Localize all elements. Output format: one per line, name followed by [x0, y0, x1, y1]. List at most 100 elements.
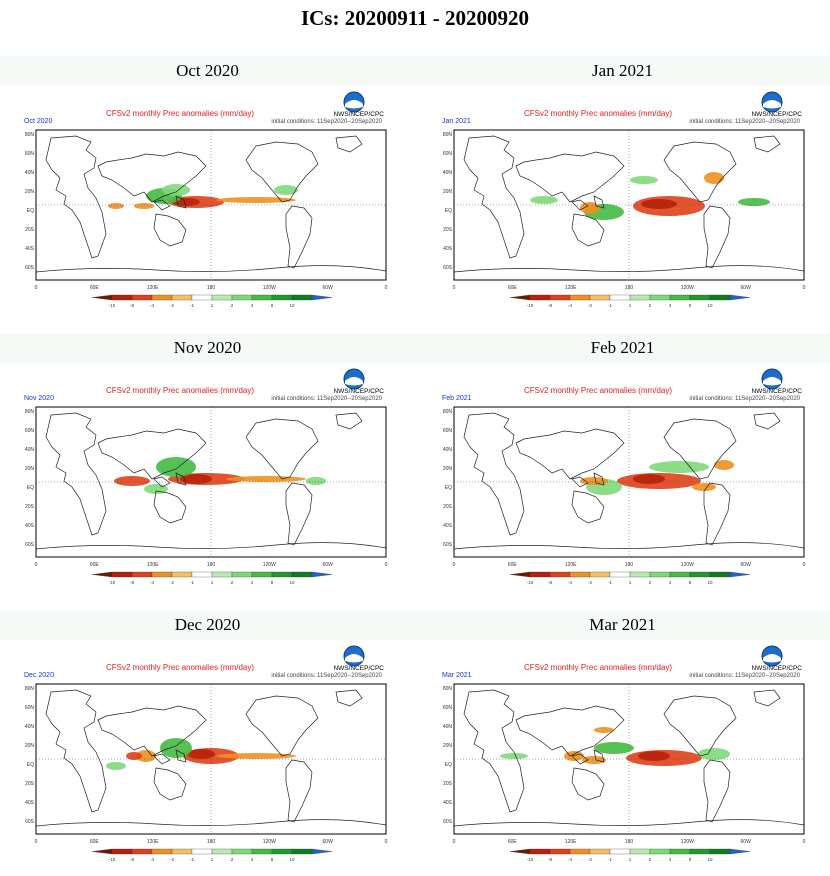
- map-month-label: Mar 2021: [442, 672, 472, 679]
- color-scale-swatch: [131, 571, 153, 578]
- color-scale-swatch: [291, 294, 313, 301]
- scale-label: 2: [231, 303, 234, 308]
- lat-label: EQ: [27, 208, 34, 214]
- scale-label: 2: [231, 857, 234, 862]
- color-scale-swatch: [609, 294, 631, 301]
- scale-label: -2: [588, 857, 592, 862]
- lat-label: EQ: [27, 485, 34, 491]
- lat-label: 20S: [443, 504, 453, 510]
- color-scale-swatch: [669, 848, 691, 855]
- map-month-label: Feb 2021: [442, 395, 472, 402]
- scale-label: 10: [707, 303, 713, 308]
- scale-label: -1: [608, 857, 612, 862]
- color-scale-swatch: [709, 848, 731, 855]
- color-scale-swatch: [251, 571, 273, 578]
- lat-label: 20N: [443, 189, 453, 195]
- lat-label: 20S: [25, 504, 35, 510]
- scale-label: 10: [289, 303, 295, 308]
- lon-label: 120W: [681, 562, 694, 568]
- lat-label: 60N: [25, 151, 35, 157]
- color-scale-swatch: [729, 294, 751, 301]
- panel-header-3: Feb 2021: [415, 333, 830, 363]
- product-title: CFSv2 monthly Prec anomalies (mm/day): [106, 109, 254, 118]
- lat-label: 80N: [443, 132, 453, 138]
- lon-label: 180: [207, 285, 216, 291]
- product-title: CFSv2 monthly Prec anomalies (mm/day): [524, 109, 672, 118]
- color-scale-swatch: [111, 571, 133, 578]
- agency-label: NWS/NCEP/CPC: [751, 111, 802, 118]
- map-area: [453, 129, 805, 281]
- agency-label: NWS/NCEP/CPC: [333, 388, 384, 395]
- scale-label: -8: [130, 580, 134, 585]
- lat-label: 40N: [443, 724, 453, 730]
- scale-label: 8: [271, 857, 274, 862]
- color-scale: [91, 571, 333, 578]
- lat-label: 60N: [25, 705, 35, 711]
- scale-label: -1: [190, 580, 194, 585]
- color-scale-swatch: [589, 571, 611, 578]
- color-scale-swatch: [131, 294, 153, 301]
- scale-label: 4: [669, 580, 672, 585]
- color-scale: [509, 848, 751, 855]
- color-scale-swatch: [151, 848, 173, 855]
- color-scale-swatch: [729, 848, 751, 855]
- lon-label: 60W: [323, 562, 334, 568]
- lat-label: 40S: [25, 523, 35, 529]
- panel-header-2: Nov 2020: [0, 333, 415, 363]
- scale-label: 8: [689, 580, 692, 585]
- lon-label: 120W: [263, 562, 276, 568]
- lat-label: 40N: [443, 170, 453, 176]
- lat-label: 60S: [443, 819, 453, 825]
- lon-label: 60E: [90, 285, 100, 291]
- lat-label: 20N: [25, 466, 35, 472]
- color-scale-swatch: [291, 571, 313, 578]
- color-scale-swatch: [271, 848, 293, 855]
- color-scale-swatch: [271, 571, 293, 578]
- lon-label: 0: [453, 562, 456, 568]
- color-scale-swatch: [151, 571, 173, 578]
- color-scale-swatch: [251, 294, 273, 301]
- scale-label: 4: [251, 857, 254, 862]
- lat-label: 40N: [25, 170, 35, 176]
- map-month-label: Oct 2020: [24, 118, 53, 125]
- color-scale-swatch: [509, 294, 531, 301]
- panel-header-4: Dec 2020: [0, 610, 415, 640]
- scale-label: 2: [649, 303, 652, 308]
- scale-label: -8: [548, 303, 552, 308]
- lon-label: 0: [35, 562, 38, 568]
- lon-label: 120E: [147, 562, 159, 568]
- lat-label: 40N: [443, 447, 453, 453]
- scale-label: 4: [251, 580, 254, 585]
- lat-label: 80N: [443, 686, 453, 692]
- panel-header-1: Jan 2021: [415, 56, 830, 86]
- scale-label: -8: [130, 303, 134, 308]
- scale-label: -1: [190, 857, 194, 862]
- color-scale-swatch: [529, 848, 551, 855]
- lat-label: 80N: [25, 686, 35, 692]
- color-scale-swatch: [609, 571, 631, 578]
- color-scale-swatch: [151, 294, 173, 301]
- scale-label: 10: [289, 580, 295, 585]
- color-scale-swatch: [569, 571, 591, 578]
- lon-label: 60W: [741, 285, 752, 291]
- color-scale-swatch: [669, 571, 691, 578]
- forecast-map-3: Feb 2021 CFSv2 monthly Prec anomalies (mm…: [440, 367, 830, 595]
- color-scale-swatch: [629, 848, 651, 855]
- color-scale-swatch: [231, 848, 253, 855]
- scale-label: -2: [170, 857, 174, 862]
- scale-label: 2: [649, 580, 652, 585]
- color-scale-swatch: [569, 294, 591, 301]
- color-scale: [91, 848, 333, 855]
- color-scale-swatch: [589, 848, 611, 855]
- color-scale-swatch: [91, 294, 113, 301]
- scale-label: -8: [130, 857, 134, 862]
- scale-label: -4: [150, 857, 154, 862]
- color-scale-swatch: [649, 571, 671, 578]
- init-conditions: initial conditions: 11Sep2020--20Sep2020: [689, 119, 800, 125]
- color-scale-swatch: [689, 848, 711, 855]
- lat-label: EQ: [445, 208, 452, 214]
- lat-label: 80N: [25, 132, 35, 138]
- color-scale: [509, 294, 751, 301]
- scale-label: 8: [271, 580, 274, 585]
- color-scale-swatch: [231, 294, 253, 301]
